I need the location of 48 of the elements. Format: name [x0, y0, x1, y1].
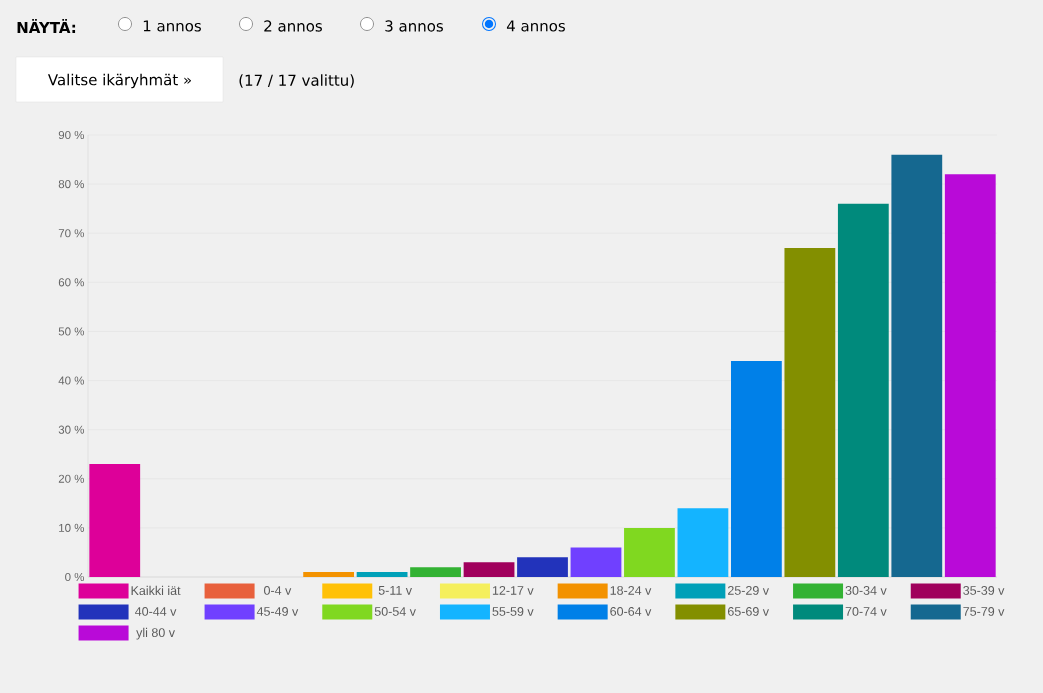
y-tick-label: 30 % [58, 425, 85, 434]
legend-label: 18-24 v [610, 586, 652, 595]
bar [89, 464, 141, 577]
text: 1 annos [143, 20, 201, 32]
legend-label: 5-11 v [378, 586, 412, 595]
legend-label: 12-17 v [492, 586, 534, 595]
y-tick-label: 80 % [58, 180, 85, 189]
bar [570, 547, 622, 577]
y-tick-label: 20 % [58, 474, 85, 483]
y-tick-label: 90 % [58, 130, 85, 140]
legend-label: 75-79 v [963, 607, 1005, 616]
legend-label: 25-29 v [727, 586, 769, 595]
y-tick-label: 60 % [58, 278, 85, 287]
text: 2 annos [264, 20, 322, 32]
legend-label: 60-64 v [610, 607, 652, 616]
text: 4 annos [506, 20, 565, 32]
text: (17 / 17 valittu) [239, 74, 354, 88]
text: Valitse ikäryhmät » [47, 73, 191, 89]
bar [463, 562, 515, 577]
bar [837, 203, 889, 577]
bar [784, 247, 836, 577]
text: 3 annos [385, 20, 443, 32]
bar [517, 557, 568, 577]
y-tick-label: 40 % [58, 376, 85, 385]
legend-label: yli 80 v [136, 627, 175, 640]
y-tick-label: 70 % [58, 229, 85, 238]
legend-label: 30-34 v [845, 586, 887, 595]
legend-label: 0-4 v [264, 586, 292, 595]
legend-label: 55-59 v [492, 607, 534, 616]
bar [410, 567, 461, 577]
bar [944, 174, 996, 577]
y-tick-label: 0 % [65, 572, 85, 582]
legend-label: 50-54 v [374, 607, 416, 616]
legend-label: 35-39 v [963, 586, 1005, 595]
bar [677, 508, 729, 577]
legend-label: 65-69 v [727, 607, 769, 616]
bar [624, 527, 675, 577]
bar [730, 360, 782, 577]
bar [303, 572, 355, 577]
legend-label: Kaikki iät [131, 585, 181, 596]
bar [891, 154, 943, 577]
text: NÄYTÄ: [17, 19, 76, 33]
y-tick-label: 10 % [59, 523, 85, 532]
y-tick-label: 50 % [58, 327, 85, 336]
legend-label: 40-44 v [135, 607, 177, 616]
legend-label: 45-49 v [256, 607, 299, 616]
bar [356, 572, 408, 577]
legend-label: 70-74 v [845, 607, 887, 616]
